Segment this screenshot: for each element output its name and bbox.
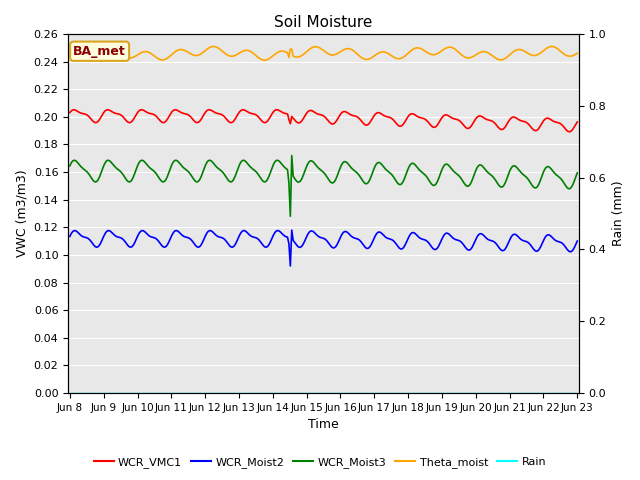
X-axis label: Time: Time bbox=[308, 419, 339, 432]
Legend: WCR_VMC1, WCR_Moist2, WCR_Moist3, Theta_moist, Rain: WCR_VMC1, WCR_Moist2, WCR_Moist3, Theta_… bbox=[89, 452, 551, 472]
Y-axis label: Rain (mm): Rain (mm) bbox=[612, 181, 625, 246]
Y-axis label: VWC (m3/m3): VWC (m3/m3) bbox=[15, 170, 28, 257]
Text: BA_met: BA_met bbox=[73, 45, 126, 58]
Title: Soil Moisture: Soil Moisture bbox=[275, 15, 372, 30]
